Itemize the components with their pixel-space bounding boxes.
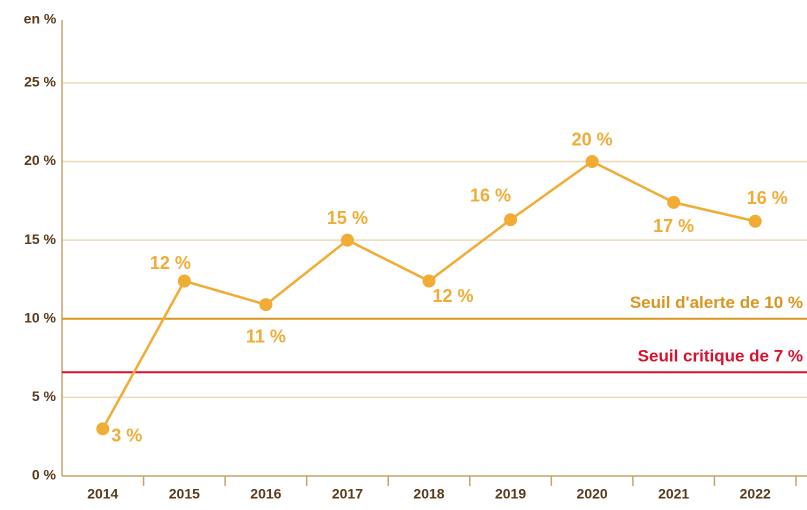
data-label: 15 % — [327, 208, 368, 228]
x-tick-label: 2017 — [332, 486, 363, 502]
data-label: 3 % — [111, 426, 142, 446]
x-tick-label: 2020 — [577, 486, 608, 502]
y-tick-label: 10 % — [24, 309, 56, 325]
data-point — [177, 274, 191, 288]
data-label: 20 % — [572, 129, 613, 149]
data-point — [96, 422, 110, 436]
y-tick-label: 0 % — [32, 467, 57, 483]
y-tick-label: 5 % — [32, 388, 57, 404]
data-point — [667, 195, 681, 209]
data-label: 12 % — [432, 286, 473, 306]
data-point — [585, 155, 599, 169]
x-tick-label: 2022 — [740, 486, 771, 502]
data-point — [340, 233, 354, 247]
y-tick-label: 20 % — [24, 152, 56, 168]
data-point — [504, 213, 518, 227]
y-tick-label: 25 % — [24, 74, 56, 90]
x-tick-label: 2015 — [169, 486, 200, 502]
data-label: 11 % — [246, 326, 286, 346]
data-point — [422, 274, 436, 288]
data-label: 12 % — [150, 253, 191, 273]
threshold-label: Seuil critique de 7 % — [638, 347, 803, 366]
data-label: 16 % — [470, 185, 511, 205]
x-tick-label: 2014 — [87, 486, 118, 502]
data-label: 17 % — [653, 216, 694, 236]
x-tick-label: 2018 — [413, 486, 444, 502]
x-tick-label: 2016 — [250, 486, 281, 502]
y-tick-label: 15 % — [24, 231, 56, 247]
x-tick-label: 2019 — [495, 486, 526, 502]
y-axis-label: en % — [24, 11, 57, 27]
x-tick-label: 2021 — [658, 486, 689, 502]
threshold-label: Seuil d'alerte de 10 % — [630, 293, 803, 312]
data-point — [259, 298, 273, 312]
data-point — [748, 214, 762, 228]
data-label: 16 % — [747, 188, 788, 208]
